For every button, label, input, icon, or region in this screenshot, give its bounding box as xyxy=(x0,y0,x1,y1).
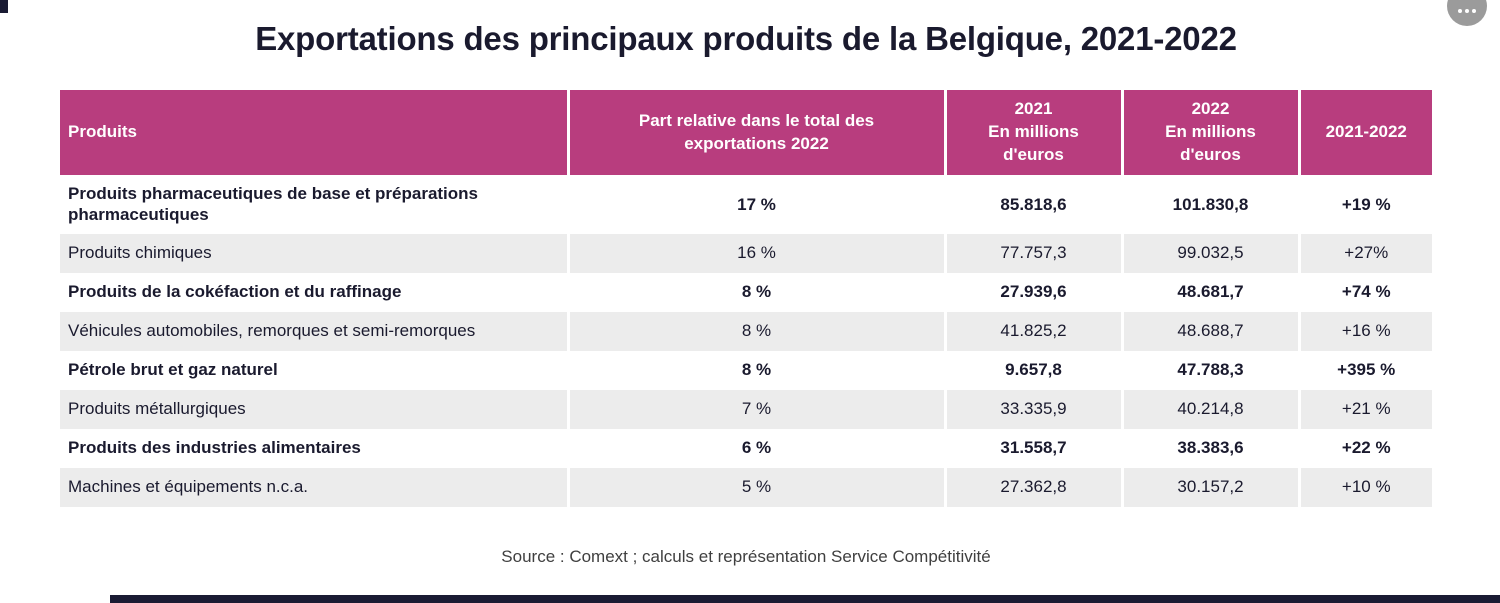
table-row: Produits pharmaceutiques de base et prép… xyxy=(60,175,1432,234)
cell-part: 6 % xyxy=(566,428,945,468)
cell-evolution: +21 % xyxy=(1297,389,1432,429)
cell-evolution: +395 % xyxy=(1297,350,1432,390)
cell-2021: 77.757,3 xyxy=(943,233,1122,273)
cell-2022: 99.032,5 xyxy=(1120,233,1299,273)
cell-2021: 27.939,6 xyxy=(943,272,1122,312)
cell-produit: Véhicules automobiles, remorques et semi… xyxy=(68,321,476,341)
cell-part: 8 % xyxy=(566,272,945,312)
source-caption: Source : Comext ; calculs et représentat… xyxy=(501,547,991,566)
ellipsis-icon xyxy=(1458,9,1476,13)
cell-evolution: +74 % xyxy=(1297,272,1432,312)
table-row: Produits des industries alimentaires 6 %… xyxy=(60,428,1432,468)
header-row: Produits Part relative dans le total des… xyxy=(60,90,1432,175)
cell-part: 17 % xyxy=(566,175,945,234)
cell-produit: Machines et équipements n.c.a. xyxy=(68,477,309,497)
cell-2021: 33.335,9 xyxy=(943,389,1122,429)
options-menu-button[interactable] xyxy=(1447,0,1487,26)
table-row: Pétrole brut et gaz naturel 8 % 9.657,8 … xyxy=(60,350,1432,390)
cell-part: 8 % xyxy=(566,311,945,351)
table-row: Produits chimiques 16 % 77.757,3 99.032,… xyxy=(60,233,1432,273)
cell-evolution: +16 % xyxy=(1297,311,1432,351)
cell-2021: 9.657,8 xyxy=(943,350,1122,390)
cell-part: 5 % xyxy=(566,467,945,507)
cell-evolution: +10 % xyxy=(1297,467,1432,507)
table-row: Produits de la cokéfaction et du raffina… xyxy=(60,272,1432,312)
cell-evolution: +22 % xyxy=(1297,428,1432,468)
table-row: Véhicules automobiles, remorques et semi… xyxy=(60,311,1432,351)
column-header-evolution: 2021-2022 xyxy=(1297,90,1432,175)
cell-2022: 48.688,7 xyxy=(1120,311,1299,351)
cell-produit: Produits des industries alimentaires xyxy=(68,438,361,458)
column-header-2021: 2021 En millions d'euros xyxy=(943,90,1122,175)
cell-part: 8 % xyxy=(566,350,945,390)
cell-part: 7 % xyxy=(566,389,945,429)
cell-2022: 47.788,3 xyxy=(1120,350,1299,390)
cell-produit: Produits pharmaceutiques de base et prép… xyxy=(68,184,479,225)
bottom-bar xyxy=(110,595,1500,603)
cell-produit: Produits métallurgiques xyxy=(68,399,246,419)
cell-part: 16 % xyxy=(566,233,945,273)
column-header-produits: Produits xyxy=(60,90,568,175)
cell-evolution: +27% xyxy=(1297,233,1432,273)
exports-table: Produits Part relative dans le total des… xyxy=(60,90,1432,507)
cell-2022: 40.214,8 xyxy=(1120,389,1299,429)
cell-produit: Pétrole brut et gaz naturel xyxy=(68,360,278,380)
column-header-2022: 2022 En millions d'euros xyxy=(1120,90,1299,175)
cell-2022: 48.681,7 xyxy=(1120,272,1299,312)
cell-evolution: +19 % xyxy=(1297,175,1432,234)
cell-2022: 30.157,2 xyxy=(1120,467,1299,507)
cell-produit: Produits chimiques xyxy=(68,243,212,263)
column-header-part-relative: Part relative dans le total des exportat… xyxy=(566,90,945,175)
table-row: Produits métallurgiques 7 % 33.335,9 40.… xyxy=(60,389,1432,429)
cell-2021: 31.558,7 xyxy=(943,428,1122,468)
cell-2021: 41.825,2 xyxy=(943,311,1122,351)
cell-2021: 85.818,6 xyxy=(943,175,1122,234)
corner-mark xyxy=(0,0,8,13)
cell-2021: 27.362,8 xyxy=(943,467,1122,507)
cell-2022: 38.383,6 xyxy=(1120,428,1299,468)
page-title: Exportations des principaux produits de … xyxy=(255,20,1237,57)
cell-produit: Produits de la cokéfaction et du raffina… xyxy=(68,282,402,302)
cell-2022: 101.830,8 xyxy=(1120,175,1299,234)
table-row: Machines et équipements n.c.a. 5 % 27.36… xyxy=(60,467,1432,507)
